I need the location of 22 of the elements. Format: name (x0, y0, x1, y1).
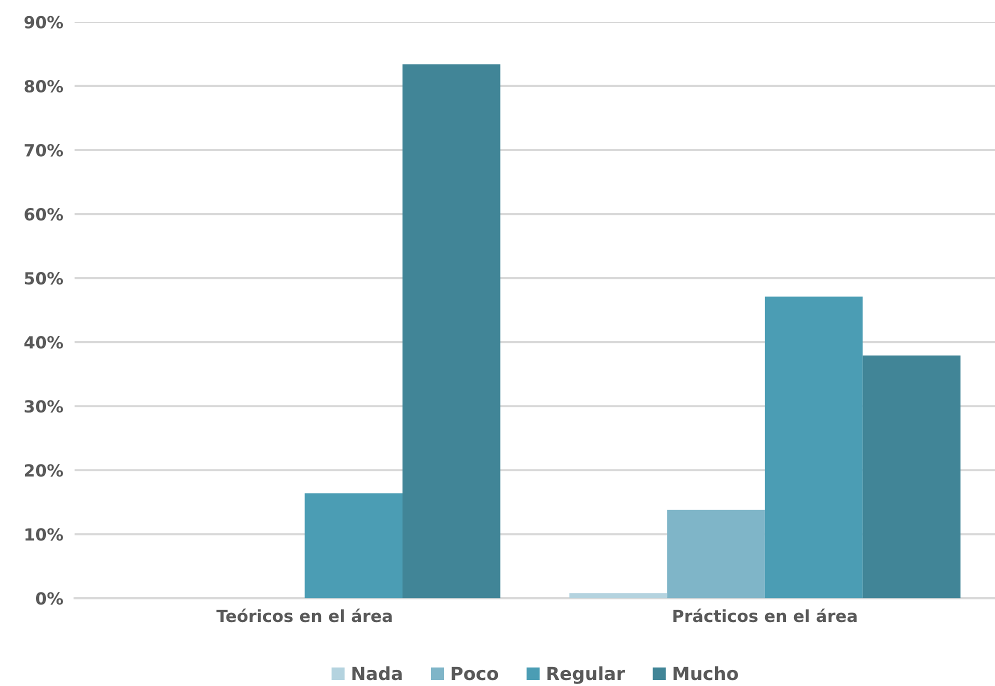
y-tick-label: 70% (24, 144, 63, 157)
bar (304, 493, 403, 598)
legend-label: Nada (352, 666, 402, 680)
bar (667, 510, 765, 598)
bar (764, 296, 863, 598)
y-tick-label: 40% (24, 336, 63, 349)
y-tick-label: 20% (24, 464, 63, 477)
x-tick-label: Teóricos en el área (216, 608, 392, 622)
legend-label: Mucho (674, 666, 738, 680)
y-tick-label: 90% (24, 16, 63, 29)
y-tick-label: 50% (24, 272, 63, 285)
legend-label: Poco (452, 666, 498, 680)
legend-label: Regular (547, 666, 625, 684)
bar (569, 593, 668, 598)
y-tick-label: 60% (24, 208, 63, 221)
x-tick-label: Prácticos en el área (673, 608, 857, 622)
bar (862, 356, 960, 598)
y-tick-label: 0% (36, 592, 63, 605)
y-tick-label: 80% (24, 80, 63, 93)
y-tick-label: 10% (26, 528, 63, 541)
bar (402, 64, 500, 598)
y-tick-label: 30% (24, 400, 63, 413)
